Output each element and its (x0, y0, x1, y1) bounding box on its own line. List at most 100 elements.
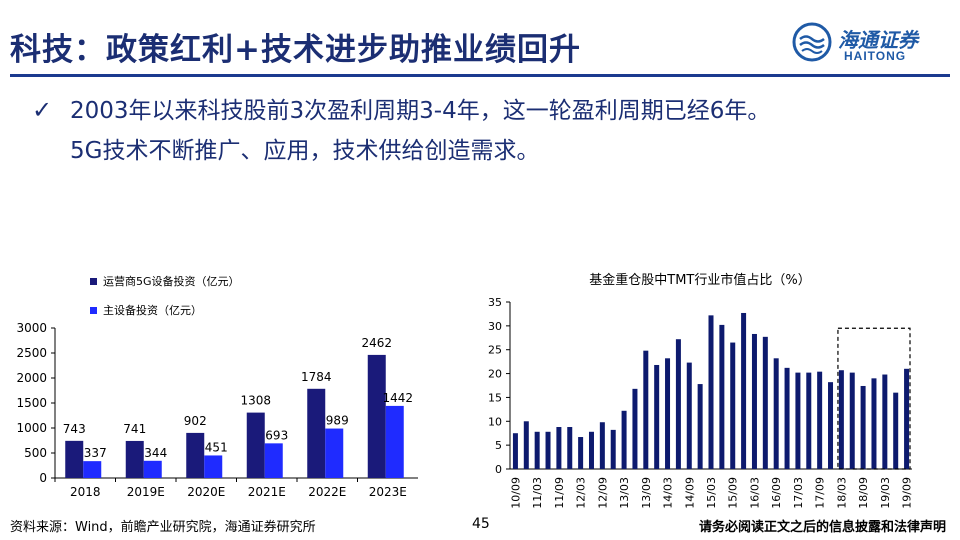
page-title: 科技：政策红利+技术进步助推业绩回升 (10, 32, 581, 68)
bar (806, 372, 812, 469)
bar (621, 410, 627, 469)
bar (741, 312, 747, 469)
bar (773, 358, 779, 469)
x-tick-label: 19/03 (879, 477, 892, 509)
bar (512, 433, 518, 469)
y-tick-label: 500 (24, 446, 47, 460)
y-tick-label: 1500 (16, 396, 47, 410)
y-tick-label: 1000 (16, 421, 47, 435)
x-tick-label: 11/09 (553, 477, 566, 509)
x-tick-label: 17/09 (814, 477, 827, 509)
data-label: 693 (265, 428, 288, 442)
y-tick-label: 35 (488, 296, 502, 309)
x-tick-label: 13/03 (618, 477, 631, 509)
bar (599, 422, 605, 469)
bar (871, 378, 877, 469)
data-label: 743 (63, 422, 86, 436)
bar (719, 324, 725, 469)
x-tick-label: 2022E (308, 485, 346, 499)
data-label: 344 (144, 446, 167, 460)
data-label: 2462 (361, 336, 392, 350)
y-tick-label: 5 (495, 439, 502, 452)
x-tick-label: 13/09 (640, 477, 653, 509)
bar (246, 412, 265, 478)
bullet-text: 2003年以来科技股前3次盈利周期3-4年，这一轮盈利周期已经6年。 5G技术不… (70, 91, 950, 171)
bar (545, 431, 551, 469)
bar (325, 428, 344, 478)
y-tick-label: 0 (495, 463, 502, 476)
bar (784, 367, 790, 469)
source-note: 资料来源：Wind，前瞻产业研究院，海通证券研究所 (10, 520, 316, 535)
y-tick-label: 15 (488, 391, 502, 404)
bar (893, 392, 899, 469)
x-tick-label: 2019E (127, 485, 165, 499)
bar (307, 388, 326, 478)
bar (828, 382, 834, 469)
bar (125, 440, 144, 478)
bar (817, 371, 823, 469)
company-logo: 海通证券 HAITONG (792, 22, 942, 68)
bar (751, 333, 757, 469)
x-tick-label: 18/03 (835, 477, 848, 509)
y-tick-label: 2500 (16, 346, 47, 360)
bar (882, 374, 888, 469)
y-tick-label: 3000 (16, 321, 47, 335)
bar (675, 339, 681, 469)
x-tick-label: 15/09 (727, 477, 740, 509)
x-tick-label: 15/03 (705, 477, 718, 509)
bar (643, 350, 649, 469)
bar (697, 384, 703, 469)
x-tick-label: 12/09 (596, 477, 609, 509)
data-label: 741 (123, 422, 146, 436)
bar (632, 388, 638, 469)
bar (588, 431, 594, 469)
page-number: 45 (472, 516, 490, 532)
bar (556, 427, 562, 469)
bar (654, 364, 660, 469)
y-tick-label: 25 (488, 344, 502, 357)
legend-swatch (90, 307, 97, 314)
y-tick-label: 20 (488, 368, 502, 381)
data-label: 989 (326, 414, 349, 428)
logo-text-en: HAITONG (844, 49, 907, 63)
y-tick-label: 10 (488, 415, 502, 428)
bar (838, 370, 844, 469)
bar (186, 432, 205, 478)
bar (204, 455, 223, 478)
x-tick-label: 2021E (248, 485, 286, 499)
x-tick-label: 14/09 (683, 477, 696, 509)
data-label: 337 (84, 446, 107, 460)
data-label: 902 (184, 414, 207, 428)
y-tick-label: 0 (39, 471, 47, 485)
x-tick-label: 18/09 (857, 477, 870, 509)
highlight-box (837, 327, 911, 470)
bar (385, 405, 404, 478)
tmt-share-bar-chart: 基金重仓股中TMT行业市值占比（%） 0 5 10 15 20 25 30 35 10/09 11/… (488, 272, 914, 509)
data-label: 1442 (382, 391, 413, 405)
bar (523, 421, 529, 469)
legend-label: 主设备投资（亿元） (103, 303, 202, 317)
bullet-line-2: 5G技术不断推广、应用，技术供给创造需求。 (70, 138, 540, 164)
data-label: 1784 (301, 370, 332, 384)
data-label: 451 (205, 440, 228, 454)
logo-text-cn: 海通证券 (838, 28, 918, 52)
bar (849, 372, 855, 469)
y-tick-label: 2000 (16, 371, 47, 385)
investment-bar-chart: 运营商5G设备投资（亿元） 主设备投资（亿元） 0 500 1000 1500 2000 25… (16, 274, 418, 499)
bullet-line-1: 2003年以来科技股前3次盈利周期3-4年，这一轮盈利周期已经6年。 (70, 98, 771, 124)
legend-label: 运营商5G设备投资（亿元） (103, 274, 240, 288)
legend-swatch (90, 278, 97, 285)
bar (567, 427, 573, 469)
bar (534, 431, 540, 469)
x-tick-label: 16/03 (748, 477, 761, 509)
bar (686, 362, 692, 469)
bar (143, 460, 162, 478)
bar (762, 336, 768, 469)
bar (65, 440, 84, 478)
logo-emblem-icon (792, 22, 832, 62)
x-tick-label: 17/03 (792, 477, 805, 509)
disclaimer: 请务必阅读正文之后的信息披露和法律声明 (698, 520, 946, 535)
title-divider (10, 74, 950, 77)
bar (904, 368, 910, 469)
x-tick-label: 19/09 (901, 477, 914, 509)
